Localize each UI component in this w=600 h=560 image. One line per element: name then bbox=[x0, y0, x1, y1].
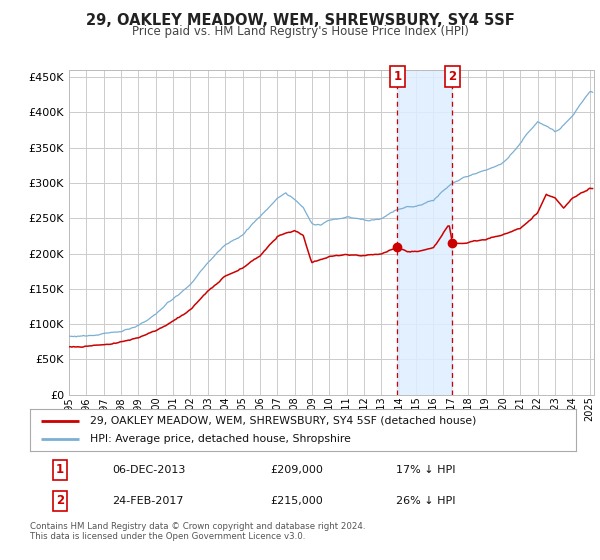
Text: £209,000: £209,000 bbox=[270, 465, 323, 475]
Text: HPI: Average price, detached house, Shropshire: HPI: Average price, detached house, Shro… bbox=[90, 434, 351, 444]
Text: 06-DEC-2013: 06-DEC-2013 bbox=[112, 465, 185, 475]
Bar bbox=[397, 70, 452, 395]
Text: 26% ↓ HPI: 26% ↓ HPI bbox=[396, 496, 455, 506]
Text: 1: 1 bbox=[56, 464, 64, 477]
Text: Contains HM Land Registry data © Crown copyright and database right 2024.
This d: Contains HM Land Registry data © Crown c… bbox=[30, 522, 365, 542]
Text: 29, OAKLEY MEADOW, WEM, SHREWSBURY, SY4 5SF (detached house): 29, OAKLEY MEADOW, WEM, SHREWSBURY, SY4 … bbox=[90, 416, 476, 426]
Text: 17% ↓ HPI: 17% ↓ HPI bbox=[396, 465, 455, 475]
Text: 1: 1 bbox=[393, 70, 401, 83]
Text: Price paid vs. HM Land Registry's House Price Index (HPI): Price paid vs. HM Land Registry's House … bbox=[131, 25, 469, 38]
Text: 29, OAKLEY MEADOW, WEM, SHREWSBURY, SY4 5SF: 29, OAKLEY MEADOW, WEM, SHREWSBURY, SY4 … bbox=[86, 13, 514, 28]
Text: £215,000: £215,000 bbox=[270, 496, 323, 506]
Text: 2: 2 bbox=[448, 70, 457, 83]
Text: 2: 2 bbox=[56, 494, 64, 507]
Text: 24-FEB-2017: 24-FEB-2017 bbox=[112, 496, 184, 506]
